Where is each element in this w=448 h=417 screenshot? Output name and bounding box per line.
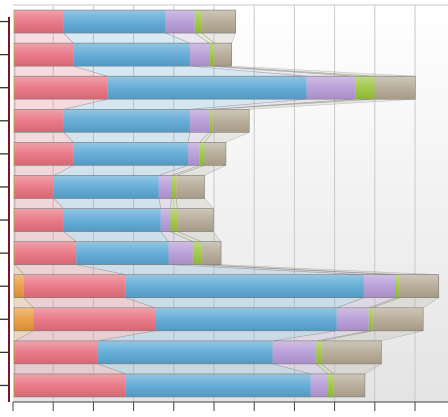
bar-segment-gloss [14,142,74,166]
bar-outline [13,175,205,199]
bar-segment-gloss [23,274,126,298]
bar-segment-gloss [107,76,307,100]
bar-segment-gloss [199,142,205,166]
bars [13,9,440,398]
bar-segment-gloss [73,43,190,67]
grid-lines [13,4,448,402]
bar-segment-gloss [14,373,15,397]
bar-segment-gloss [63,208,161,232]
bar-segment-gloss [14,241,77,265]
bar-segment-gloss [327,373,334,397]
bar-outline [13,9,236,34]
bar-segment-gloss [189,109,210,133]
bar-segment-gloss [14,340,15,364]
bar-segment-gloss [170,208,178,232]
bar-outline [13,142,227,166]
bar-segment-gloss [168,241,193,265]
bar-segment-gloss [176,175,205,199]
segment-connector [125,297,365,309]
bar-outline [13,373,366,398]
segment-connector [62,131,191,143]
bar-outline [13,340,382,365]
bar-segment-gloss [160,208,171,232]
bar-outline [13,208,214,232]
bar-segment-gloss [14,43,15,67]
bar-segment-gloss [399,274,439,298]
plot-area-background [13,5,448,402]
bar-segment-gloss [368,307,373,331]
bar-segment-gloss [171,175,177,199]
segment-connector [158,198,172,209]
bar-segment-gloss [204,142,226,166]
bar-segment-gloss [363,274,396,298]
bar-segment-gloss [333,373,365,397]
bar-segment-gloss [63,10,166,34]
bar-segment-gloss [272,340,317,364]
bar-segment-gloss [14,43,74,67]
bar-segment-gloss [209,109,213,133]
bar-segment-gloss [336,307,369,331]
bar-segment-gloss [212,109,250,133]
bar-outline [13,108,250,133]
segment-connector [53,198,162,209]
bar-segment-gloss [14,142,15,166]
bar-segment-gloss [158,175,172,199]
segment-connectors [13,32,440,375]
bar-segment-gloss [310,373,328,397]
bar-outline [13,307,424,332]
bar-outline [13,241,222,265]
bar-segment-gloss [187,142,200,166]
bar-segment-gloss [14,208,15,232]
bar-segment-gloss [395,274,400,298]
axes [0,17,448,411]
bar-segment-gloss [14,340,98,364]
bar-segment-gloss [14,241,15,265]
bar-segment-gloss [316,340,322,364]
bar-segment-gloss [97,340,273,364]
bar-segment-gloss [165,10,195,34]
bar-segment-gloss [192,241,202,265]
bar-segment-gloss [73,142,188,166]
bar-segment-gloss [306,76,356,100]
bar-segment-gloss [63,109,190,133]
bar-segment-gloss [125,274,364,298]
bar-segment-gloss [14,208,64,232]
bar-segment-gloss [201,10,236,34]
bar-segment-gloss [53,175,159,199]
bar-segment-gloss [201,241,222,265]
segment-connector [14,131,74,143]
bar-segment-gloss [14,175,54,199]
bar-segment-gloss [154,307,337,331]
bar-segment-gloss [14,175,15,199]
bar-segment-gloss [189,43,210,67]
bar-segment-gloss [14,373,126,397]
bar-segment-gloss [14,76,15,100]
segment-connector [14,32,74,44]
segment-connector [62,231,170,242]
bar-segment-gloss [177,208,214,232]
bar-outline [13,75,416,100]
bar-segment-gloss [321,340,382,364]
bar-outline [13,42,233,67]
bar-segment-gloss [372,307,424,331]
bar-segment-gloss [355,76,375,100]
bar-segment-gloss [14,10,64,34]
bar-segment-gloss [76,241,169,265]
bar-segment-gloss [14,307,34,331]
bar-segment-gloss [33,307,155,331]
bar-segment-gloss [14,10,15,34]
bar-segment-gloss [14,76,108,100]
bar-segment-gloss [14,274,24,298]
bar-segment-gloss [209,43,215,67]
bar-segment-gloss [194,10,202,34]
bar-segment-gloss [374,76,416,100]
bar-segment-gloss [14,109,15,133]
bar-outline [13,274,440,299]
bar-segment-gloss [125,373,311,397]
bar-segment-gloss [14,109,64,133]
bar-segment-gloss [214,43,232,67]
